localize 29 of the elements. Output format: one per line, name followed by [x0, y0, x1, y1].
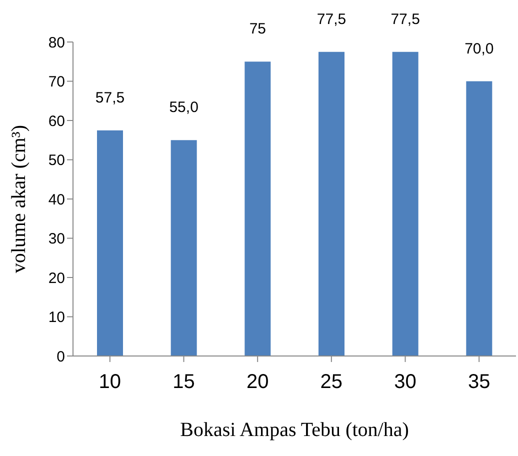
- x-tick-label: 25: [320, 371, 343, 394]
- y-axis-title: volume akar (cm³): [8, 124, 30, 274]
- data-label: 77,5: [390, 10, 420, 28]
- bar: [392, 52, 418, 356]
- y-tick-label: 40: [48, 191, 65, 208]
- y-tick-label: 0: [56, 348, 65, 366]
- data-label: 70,0: [464, 40, 494, 58]
- y-tick-label: 60: [48, 112, 65, 130]
- y-tick-label: 70: [48, 74, 65, 91]
- bar: [244, 62, 271, 356]
- x-tick-label: 20: [246, 371, 269, 394]
- data-label: 75: [249, 20, 266, 38]
- bar: [318, 52, 344, 356]
- y-tick-label: 50: [48, 152, 65, 170]
- data-label: 55,0: [169, 99, 198, 116]
- bar: [466, 81, 492, 356]
- y-tick-label: 10: [48, 309, 65, 326]
- bar: [97, 130, 123, 356]
- bar: [170, 140, 197, 356]
- x-tick-label: 30: [394, 371, 416, 394]
- data-label: 77,5: [316, 10, 346, 28]
- data-label: 57,5: [95, 89, 125, 106]
- x-tick-label: 15: [172, 371, 195, 394]
- x-tick-label: 10: [98, 371, 122, 394]
- y-tick-label: 30: [48, 230, 65, 248]
- y-tick-label: 20: [48, 270, 65, 287]
- y-tick-label: 80: [48, 34, 65, 52]
- x-tick-label: 35: [468, 371, 490, 394]
- x-axis-title: Bokasi Ampas Tebu (ton/ha): [180, 419, 409, 441]
